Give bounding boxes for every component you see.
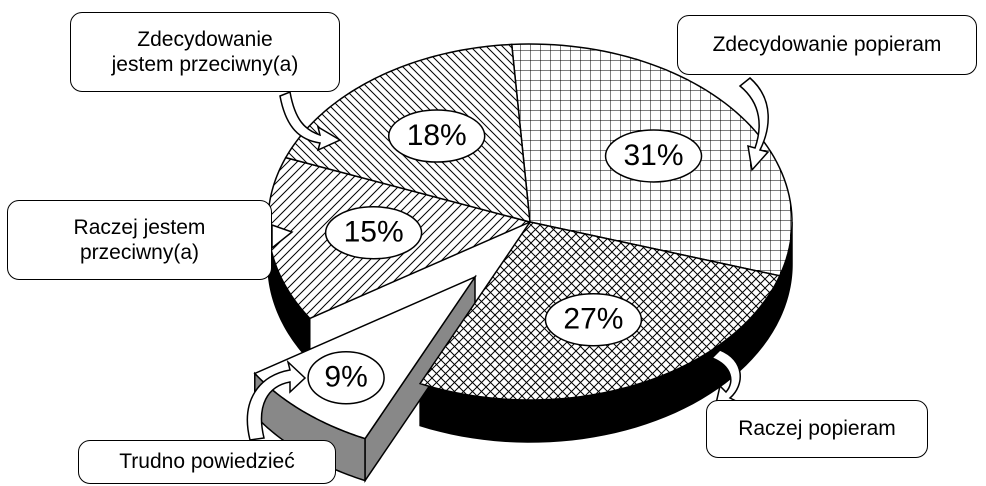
pct-labels: 31% 27% 9% 15% 18% — [307, 109, 703, 405]
callout-arrows — [246, 77, 770, 441]
pct-label-bg — [324, 206, 423, 260]
callout: Trudno powiedzieć — [78, 440, 336, 484]
callout: Zdecydowanie popieram — [677, 15, 977, 75]
pct-label-bg — [604, 129, 703, 183]
pct-label: 9% — [324, 361, 367, 394]
pct-label-bg — [544, 292, 643, 347]
pct-label: 15% — [344, 216, 404, 249]
callout: Raczej jestem przeciwny(a) — [7, 200, 272, 280]
pct-label: 31% — [624, 139, 684, 172]
callout: Raczej popieram — [706, 400, 928, 458]
callout: Zdecydowanie jestem przeciwny(a) — [70, 12, 340, 92]
pct-label-bg — [387, 109, 486, 163]
pct-label: 27% — [563, 303, 623, 336]
pct-label-bg — [307, 351, 385, 405]
pct-label: 18% — [407, 119, 467, 152]
